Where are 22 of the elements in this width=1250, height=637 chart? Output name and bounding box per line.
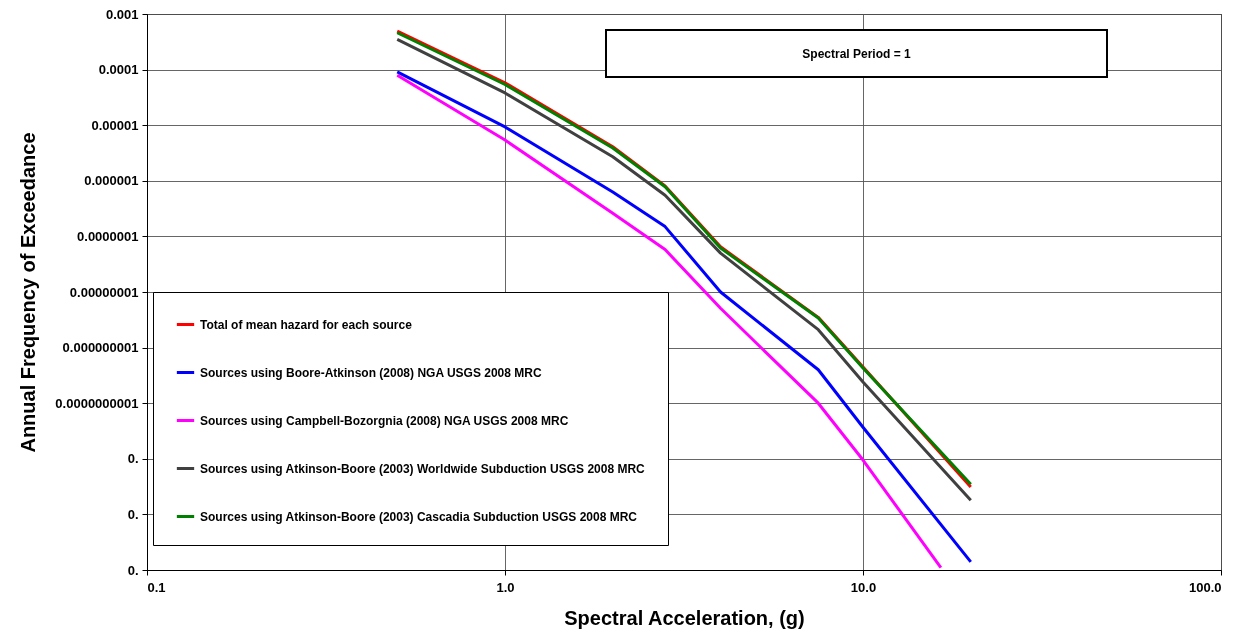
legend-label: Sources using Atkinson-Boore (2003) Worldwide Subduction USGS 2008 MRC xyxy=(200,461,646,476)
y-tick-label: 0.0000001 xyxy=(77,228,139,244)
y-tick-label: 0. xyxy=(127,451,139,467)
y-axis-title: Annual Frequency of Exceedance xyxy=(17,132,40,453)
x-tick-label: 1.0 xyxy=(496,579,515,595)
x-tick-label: 10.0 xyxy=(850,579,877,595)
y-tick-label: 0.00000001 xyxy=(69,284,139,300)
x-tick-label: 0.1 xyxy=(147,579,166,595)
y-tick-label: 0.00001 xyxy=(91,117,139,133)
legend-label: Total of mean hazard for each source xyxy=(200,317,413,332)
legend-label: Sources using Boore-Atkinson (2008) NGA USGS 2008 MRC xyxy=(200,365,542,380)
y-tick-label: 0.000001 xyxy=(84,173,139,189)
y-tick-label: 0.001 xyxy=(105,6,139,22)
legend-label: Sources using Atkinson-Boore (2003) Cascadia Subduction USGS 2008 MRC xyxy=(200,509,638,524)
y-tick-label: 0.0001 xyxy=(98,62,139,78)
x-axis-title: Spectral Acceleration, (g) xyxy=(564,606,805,629)
y-tick-label: 0. xyxy=(127,506,139,522)
x-tick-label: 100.0 xyxy=(1188,579,1222,595)
legend-label: Sources using Campbell-Bozorgnia (2008) NGA USGS 2008 MRC xyxy=(200,413,569,428)
y-tick-label: 0. xyxy=(127,562,139,578)
y-tick-label: 0.0000000001 xyxy=(55,395,139,411)
y-tick-label: 0.000000001 xyxy=(62,340,139,356)
